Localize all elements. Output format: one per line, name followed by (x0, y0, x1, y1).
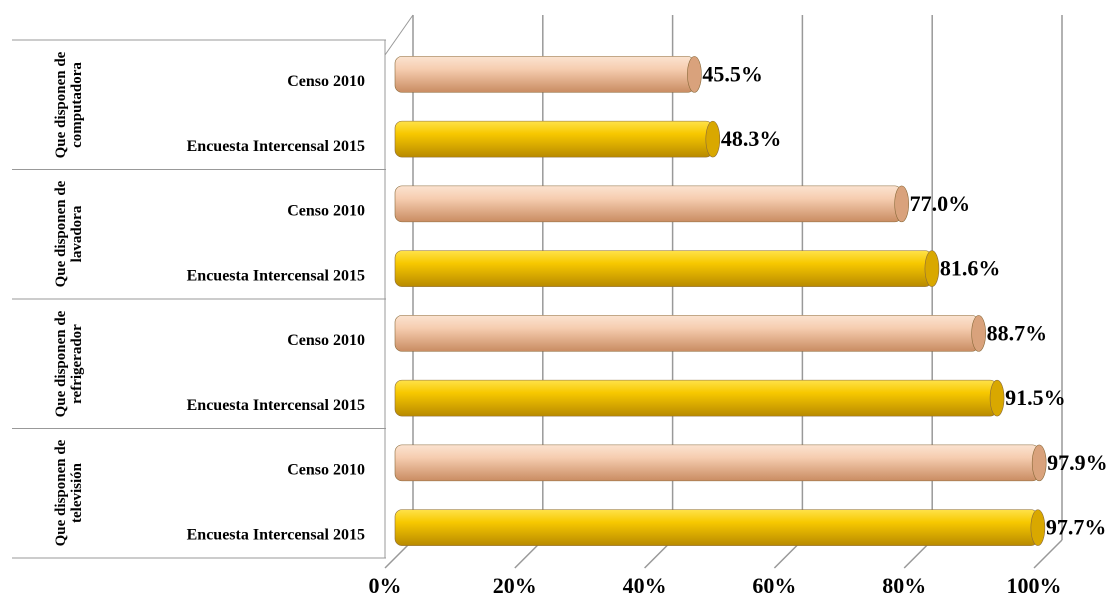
bar (394, 315, 979, 352)
bar-cap (894, 185, 909, 223)
x-tick-label: 60% (752, 573, 796, 598)
group-label: Que disponen de lavadora (53, 180, 85, 288)
bar-cap (705, 120, 721, 158)
bar-cap (971, 315, 986, 352)
value-label: 91.5% (1005, 385, 1066, 410)
value-label: 88.7% (987, 320, 1048, 345)
value-label: 97.7% (1046, 515, 1107, 540)
bar (394, 379, 998, 417)
value-label: 45.5% (702, 61, 763, 86)
group-label: Que disponen de computadora (53, 51, 85, 158)
bar-label: Censo 2010 (287, 462, 365, 479)
value-label: 97.9% (1047, 450, 1108, 475)
x-tick-label: 100% (1007, 573, 1062, 598)
bar-label: Encuesta Intercensal 2015 (187, 138, 365, 155)
bar-label: Encuesta Intercensal 2015 (187, 267, 365, 284)
x-tick-label: 20% (493, 573, 537, 598)
x-tick-label: 80% (882, 573, 926, 598)
value-label: 81.6% (940, 256, 1001, 281)
grid-line (1033, 539, 1063, 569)
bar (394, 250, 933, 287)
bar-cap (1030, 509, 1046, 546)
x-tick-label: 40% (623, 573, 667, 598)
value-label: 48.3% (721, 126, 782, 151)
bar-cap (1031, 444, 1047, 482)
bar-cap (989, 379, 1005, 417)
bar (394, 120, 714, 158)
group-label: Que disponen de refrigerador (53, 310, 85, 417)
wall-edge (384, 14, 414, 56)
bar (394, 444, 1040, 482)
bar-cap (924, 250, 940, 287)
bar (394, 509, 1039, 546)
bar-cap (687, 56, 702, 93)
bar-label: Censo 2010 (287, 203, 365, 220)
bar-label: Encuesta Intercensal 2015 (187, 397, 365, 414)
x-tick-label: 0% (369, 573, 402, 598)
bar-label: Censo 2010 (287, 332, 365, 349)
bar (394, 56, 695, 93)
group-label: Que disponen de televisión (53, 439, 85, 547)
bar (394, 185, 902, 223)
bar-label: Encuesta Intercensal 2015 (187, 526, 365, 543)
bar-label: Censo 2010 (287, 73, 365, 90)
value-label: 77.0% (910, 191, 971, 216)
